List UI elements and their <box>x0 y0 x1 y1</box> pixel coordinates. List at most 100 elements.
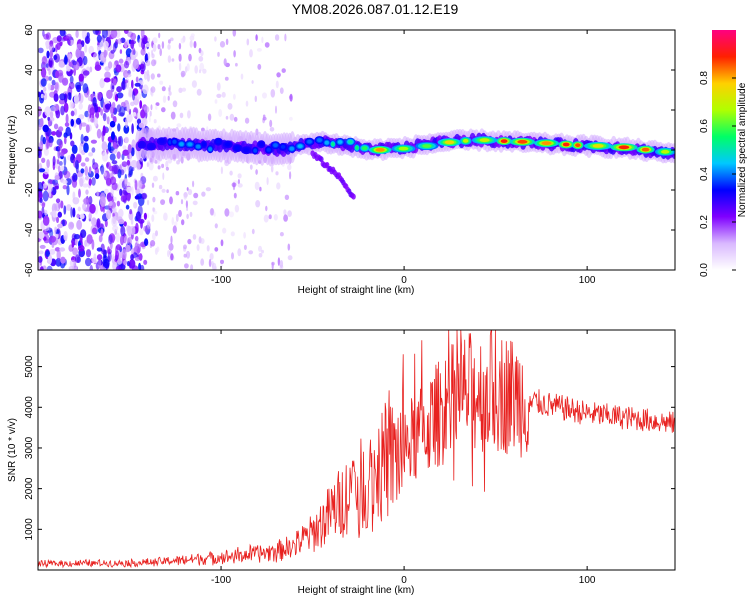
noise-speckle <box>245 100 249 107</box>
noise-speckle <box>138 122 144 128</box>
noise-speckle <box>85 124 90 133</box>
ridge-peak <box>307 139 312 144</box>
noise-speckle <box>183 194 187 200</box>
noise-speckle <box>122 248 127 260</box>
snr-panel: -100 0 100 1000 2000 3000 4000 5000 Height of … <box>7 329 676 596</box>
branch-mark <box>351 193 356 200</box>
noise-speckle <box>62 179 68 185</box>
noise-speckle <box>193 41 197 49</box>
noise-speckle <box>254 95 257 103</box>
noise-speckle <box>109 120 116 128</box>
noise-speckle <box>275 171 279 176</box>
noise-speckle <box>125 204 130 210</box>
noise-speckle <box>178 62 182 71</box>
noise-speckle <box>104 71 111 80</box>
ridge-peak <box>196 144 201 149</box>
noise-speckle <box>96 34 102 43</box>
noise-speckle <box>158 32 161 39</box>
noise-speckle <box>63 205 67 215</box>
noise-speckle <box>113 196 117 201</box>
noise-speckle <box>76 43 83 50</box>
noise-speckle <box>128 236 132 247</box>
noise-speckle <box>70 140 75 147</box>
noise-speckle <box>49 50 53 58</box>
noise-speckle <box>118 58 124 64</box>
noise-speckle <box>175 213 179 222</box>
noise-speckle <box>73 94 79 105</box>
noise-speckle <box>266 177 269 186</box>
noise-speckle <box>91 227 98 235</box>
noise-speckle <box>136 93 142 100</box>
noise-speckle <box>101 249 108 255</box>
noise-speckle <box>249 164 253 170</box>
noise-speckle <box>170 235 173 244</box>
noise-speckle <box>243 232 247 239</box>
noise-speckle <box>104 103 112 110</box>
ridge-peak <box>362 146 368 151</box>
noise-speckle <box>131 123 134 135</box>
noise-speckle <box>160 199 166 206</box>
noise-speckle <box>270 164 274 173</box>
noise-speckle <box>85 175 89 181</box>
noise-speckle <box>116 92 124 99</box>
noise-speckle <box>262 92 267 99</box>
noise-speckle <box>96 128 102 139</box>
noise-speckle <box>68 81 75 90</box>
noise-speckle <box>132 112 137 117</box>
noise-speckle <box>80 162 86 167</box>
noise-speckle <box>104 188 109 194</box>
x-tick-label: 100 <box>579 275 596 286</box>
noise-speckle <box>157 44 161 50</box>
noise-speckle <box>186 207 189 211</box>
noise-speckle <box>69 39 75 46</box>
noise-speckle <box>198 56 204 62</box>
noise-speckle <box>150 86 156 93</box>
noise-speckle <box>43 236 47 241</box>
noise-speckle <box>48 68 51 76</box>
noise-speckle <box>73 108 78 116</box>
noise-speckle <box>91 147 96 153</box>
noise-speckle <box>42 215 50 226</box>
ridge-peak <box>592 144 604 148</box>
noise-speckle <box>66 65 71 72</box>
noise-speckle <box>187 110 191 119</box>
noise-speckle <box>131 79 134 89</box>
noise-speckle <box>72 60 77 66</box>
noise-speckle <box>64 122 70 127</box>
noise-speckle <box>130 39 135 49</box>
noise-speckle <box>43 167 50 175</box>
noise-speckle <box>39 197 43 204</box>
noise-speckle <box>73 234 81 240</box>
noise-speckle <box>152 207 156 213</box>
y-tick-label: -60 <box>24 262 35 277</box>
noise-speckle <box>165 160 169 168</box>
noise-speckle <box>161 163 165 169</box>
noise-speckle <box>170 37 174 42</box>
noise-speckle <box>163 212 168 221</box>
y-tick-label: -20 <box>24 182 35 197</box>
noise-speckle <box>72 191 76 200</box>
ridge-peak <box>216 139 221 144</box>
noise-speckle <box>251 80 254 84</box>
noise-speckle <box>123 124 130 134</box>
noise-speckle <box>107 61 113 69</box>
noise-speckle <box>200 258 205 266</box>
noise-speckle <box>85 257 92 267</box>
noise-speckle <box>169 250 172 255</box>
noise-speckle <box>78 244 85 252</box>
noise-speckle <box>69 259 76 268</box>
noise-speckle <box>194 65 198 74</box>
noise-speckle <box>96 44 101 52</box>
noise-speckle <box>104 219 108 228</box>
noise-speckle <box>117 258 123 265</box>
noise-speckle <box>78 93 84 104</box>
noise-speckle <box>254 181 260 191</box>
ridge-peak <box>618 145 630 150</box>
noise-speckle <box>68 265 76 270</box>
y-tick-label: 0 <box>24 147 35 153</box>
snr-x-ticks: -100 0 100 <box>211 330 596 586</box>
noise-speckle <box>101 151 109 162</box>
noise-speckle <box>155 102 160 106</box>
noise-speckle <box>190 33 195 38</box>
noise-speckle <box>130 160 138 169</box>
